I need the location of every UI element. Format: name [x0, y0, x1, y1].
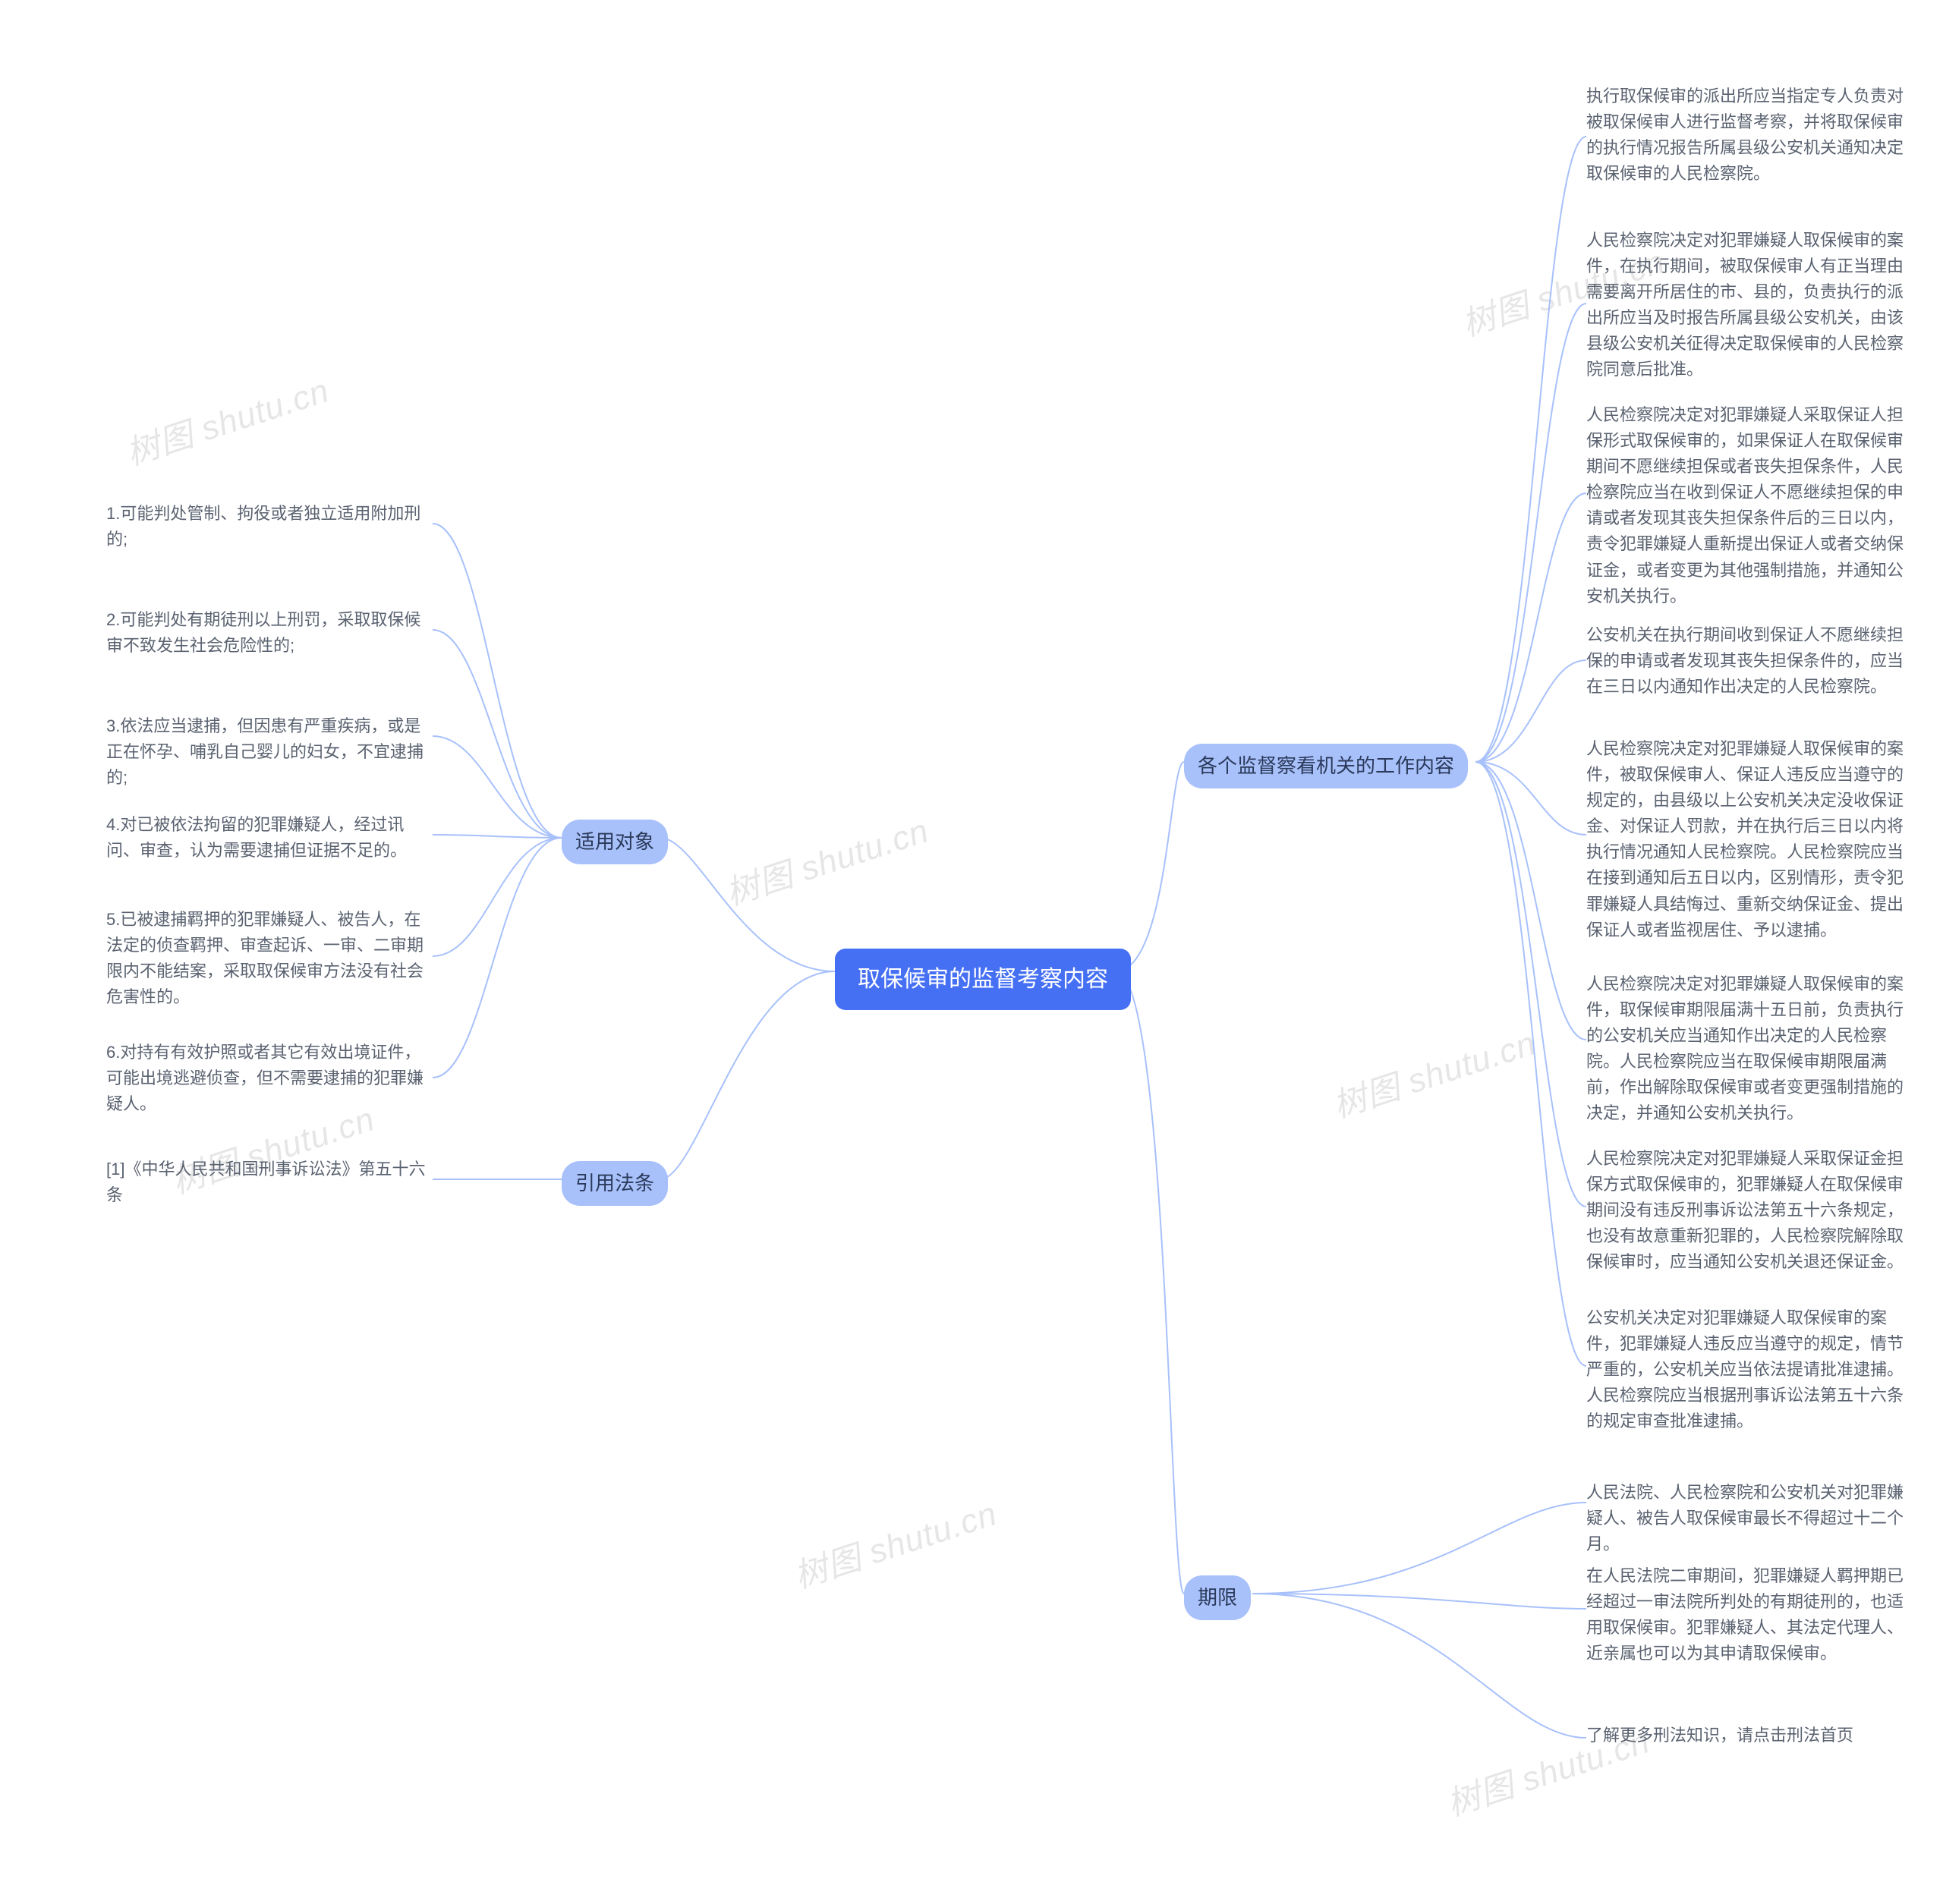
- leaf-scope-0: 1.可能判处管制、拘役或者独立适用附加刑的;: [106, 501, 433, 552]
- leaf-duties-1: 人民检察院决定对犯罪嫌疑人取保候审的案件，在执行期间，被取保候审人有正当理由需要…: [1586, 228, 1913, 383]
- leaf-scope-3: 4.对已被依法拘留的犯罪嫌疑人，经过讯问、审查，认为需要逮捕但证据不足的。: [106, 812, 433, 864]
- branch-scope: 适用对象: [562, 820, 668, 864]
- branch-law: 引用法条: [562, 1161, 668, 1206]
- branch-duties: 各个监督察看机关的工作内容: [1184, 744, 1468, 788]
- leaf-duties-2: 人民检察院决定对犯罪嫌疑人采取保证人担保形式取保候审的，如果保证人在取保候审期间…: [1586, 402, 1913, 609]
- branch-period: 期限: [1184, 1575, 1251, 1620]
- leaf-duties-7: 公安机关决定对犯罪嫌疑人取保候审的案件，犯罪嫌疑人违反应当遵守的规定，情节严重的…: [1586, 1305, 1913, 1434]
- leaf-duties-3: 公安机关在执行期间收到保证人不愿继续担保的申请或者发现其丧失担保条件的，应当在三…: [1586, 622, 1913, 700]
- leaf-scope-4: 5.已被逮捕羁押的犯罪嫌疑人、被告人，在法定的侦查羁押、审查起诉、一审、二审期限…: [106, 907, 433, 1010]
- leaf-scope-1: 2.可能判处有期徒刑以上刑罚，采取取保候审不致发生社会危险性的;: [106, 607, 433, 659]
- leaf-period-0: 人民法院、人民检察院和公安机关对犯罪嫌疑人、被告人取保候审最长不得超过十二个月。: [1586, 1480, 1913, 1557]
- leaf-scope-5: 6.对持有有效护照或者其它有效出境证件，可能出境逃避侦查，但不需要逮捕的犯罪嫌疑…: [106, 1040, 433, 1117]
- leaf-duties-5: 人民检察院决定对犯罪嫌疑人取保候审的案件，取保候审期限届满十五日前，负责执行的公…: [1586, 971, 1913, 1127]
- leaf-period-2: 了解更多刑法知识，请点击刑法首页: [1586, 1723, 1913, 1748]
- root-node: 取保候审的监督考察内容: [835, 949, 1131, 1010]
- leaf-duties-6: 人民检察院决定对犯罪嫌疑人采取保证金担保方式取保候审的，犯罪嫌疑人在取保候审期间…: [1586, 1146, 1913, 1275]
- leaf-duties-4: 人民检察院决定对犯罪嫌疑人取保候审的案件，被取保候审人、保证人违反应当遵守的规定…: [1586, 736, 1913, 943]
- leaf-law-0: [1]《中华人民共和国刑事诉讼法》第五十六条: [106, 1157, 433, 1208]
- leaf-duties-0: 执行取保候审的派出所应当指定专人负责对被取保候审人进行监督考察，并将取保候审的执…: [1586, 83, 1913, 187]
- leaf-scope-2: 3.依法应当逮捕，但因患有严重疾病，或是正在怀孕、哺乳自己婴儿的妇女，不宜逮捕的…: [106, 713, 433, 791]
- leaf-period-1: 在人民法院二审期间，犯罪嫌疑人羁押期已经超过一审法院所判处的有期徒刑的，也适用取…: [1586, 1563, 1913, 1666]
